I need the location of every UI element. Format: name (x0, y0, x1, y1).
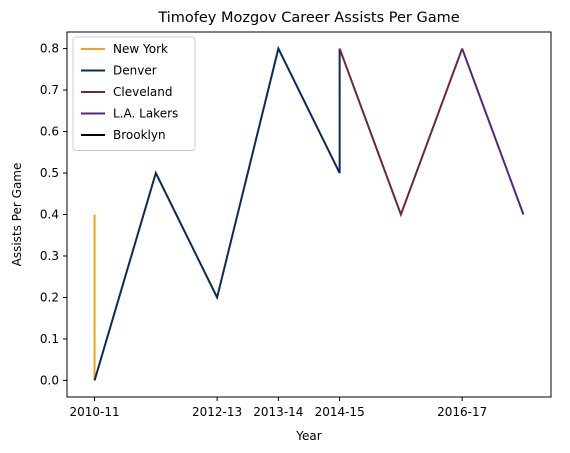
chart-title: Timofey Mozgov Career Assists Per Game (157, 10, 459, 26)
series-line-1 (93, 45, 341, 381)
x-tick-label-0: 2010-11 (69, 405, 119, 419)
y-axis-label: Assists Per Game (10, 163, 24, 267)
x-tick-label-4: 2016-17 (437, 405, 487, 419)
axes-layer: 2010-11 2012-13 2013-14 2014-15 2016-17 0.0 0.… (40, 31, 552, 419)
y-tick-label-0: 0.0 (40, 373, 59, 387)
series-line-3 (461, 48, 525, 215)
legend: New York Denver Cleveland L.A. Lakers Brookl… (72, 36, 196, 151)
y-tick-label-2: 0.2 (40, 290, 59, 304)
x-tick-label-1: 2012-13 (192, 405, 242, 419)
y-tick-label-8: 0.8 (40, 42, 59, 56)
legend-label-0: New York (113, 42, 168, 56)
y-tick-label-5: 0.5 (40, 166, 59, 180)
legend-label-1: Denver (113, 64, 157, 78)
x-tick-label-3: 2014-15 (315, 405, 365, 419)
legend-label-2: Cleveland (113, 85, 173, 99)
legend-label-3: L.A. Lakers (113, 107, 178, 121)
series-line-2 (338, 48, 464, 218)
legend-label-4: Brooklyn (113, 128, 166, 142)
y-tick-label-7: 0.7 (40, 83, 59, 97)
y-tick-label-3: 0.3 (40, 249, 59, 263)
y-tick-label-4: 0.4 (40, 208, 59, 222)
y-tick-label-6: 0.6 (40, 125, 59, 139)
x-axis-label: Year (295, 429, 321, 443)
y-tick-label-1: 0.1 (40, 332, 59, 346)
series-layer (93, 45, 525, 381)
legend-frame (72, 36, 196, 151)
x-tick-label-2: 2013-14 (253, 405, 303, 419)
